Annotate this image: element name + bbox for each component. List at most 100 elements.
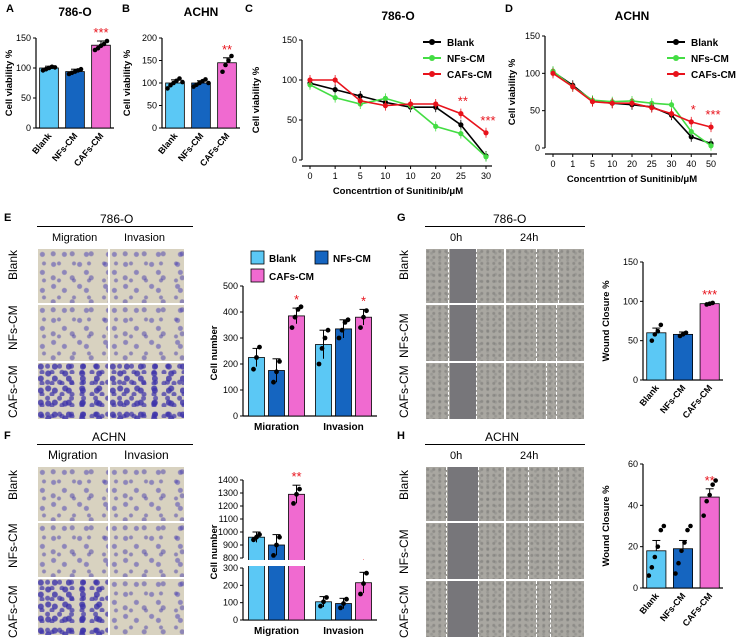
panel-label: A [6,3,14,15]
significance-mark: * [691,102,696,117]
group-label: Migration [254,626,299,637]
data-point [707,492,712,498]
panel-e-title: 786-O [100,212,134,226]
data-point [708,124,714,130]
y-tick-label: 1400 [218,475,238,485]
data-point [550,70,556,76]
wound-tile [425,466,505,522]
legend-marker [673,55,679,61]
chart-title: 786-O [58,5,91,19]
data-point [338,605,343,611]
legend-label: CAFs-CM [691,70,736,81]
y-axis-label: Cell viability % [122,49,133,116]
data-point [226,58,231,63]
y-tick-label: 50 [287,115,297,125]
panel-h-col-0h: 0h [450,450,463,462]
y-tick-label: 1300 [218,488,238,498]
y-tick-label: 100 [282,75,297,85]
data-point [688,523,693,529]
x-tick-label: 5 [358,171,363,181]
y-tick-label: 50 [628,336,638,346]
data-point [52,65,58,70]
y-tick-label: 0 [633,583,638,593]
data-point [483,154,489,160]
panel-g-label: G [397,212,406,224]
bar [91,44,111,129]
x-tick-label: 10 [406,171,416,181]
data-point [298,304,304,310]
data-point [668,102,675,108]
data-point [294,491,299,497]
data-point [220,69,225,75]
data-point [206,80,211,86]
y-tick-label: 0 [233,411,238,421]
micrograph-tile [37,362,109,420]
significance-mark: ** [291,469,301,484]
significance-mark: * [361,293,366,308]
data-point [609,100,615,106]
data-point [229,53,234,59]
y-axis-label: Wound Closure % [601,280,612,362]
bar [191,82,211,129]
panel-h-label: H [397,430,405,442]
chart-c: C 786-O 0 50 100 150 Cell viability % 0 1 5 10 10 20… [245,3,496,197]
axis-break [241,560,381,566]
bar [288,315,305,417]
data-point [339,327,345,333]
data-point [223,62,228,68]
panel-g-title: 786-O [493,212,527,226]
data-point [710,300,715,306]
y-tick-label: 150 [525,31,540,41]
data-point [251,366,256,372]
y-tick-label: 1200 [218,501,238,511]
y-tick-label: 300 [223,333,238,343]
data-point [357,98,363,104]
data-point [704,498,709,504]
legend-label: Blank [269,254,297,265]
row-label: NFs-CM [6,305,20,350]
data-point [676,560,681,566]
wound-tile [425,248,505,304]
data-point [668,111,675,117]
data-point [658,322,664,328]
micrograph-tile [109,248,185,304]
data-point [344,596,349,602]
data-point [708,143,714,149]
data-point [655,544,661,549]
bar [699,303,720,381]
y-tick-label: 100 [142,78,157,88]
data-point [274,542,279,548]
group-label: Invasion [323,626,364,637]
data-point [683,330,689,336]
data-point [433,101,439,107]
data-point [257,344,262,350]
data-point [292,314,298,320]
y-tick-label: 200 [223,580,238,590]
data-point [257,532,262,537]
y-tick-label: 100 [223,385,238,395]
data-point [325,327,331,333]
row-label: Blank [6,469,20,500]
data-point [271,379,276,385]
data-point [483,130,489,136]
bar [288,493,305,621]
data-point [658,527,664,533]
y-tick-label: 150 [142,56,157,66]
micrograph-tile [37,466,109,522]
data-point [332,77,338,83]
y-tick-label: 40 [628,500,638,510]
panel-h-images: H ACHN 0h 24h Blank NFs-CM CAFs-CM [395,428,595,643]
bar [39,67,59,129]
data-point [652,554,658,560]
panel-label: D [505,3,513,15]
legend-label: Blank [691,38,719,49]
y-tick-label: 400 [223,307,238,317]
significance-mark: * [294,292,299,307]
data-point [682,540,687,545]
data-point [433,123,439,129]
wound-tile [505,304,585,362]
data-point [646,573,652,578]
row-label: Blank [397,469,411,500]
wound-tile [505,248,585,304]
